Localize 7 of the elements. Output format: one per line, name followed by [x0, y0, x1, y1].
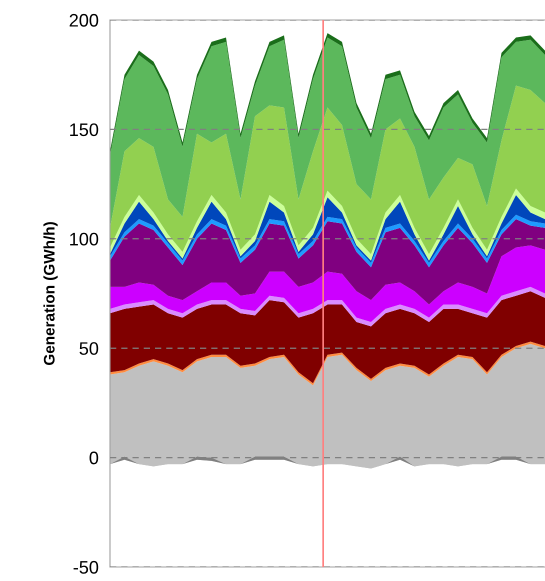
y-tick-label: 150 [70, 123, 98, 136]
y-tick-label: 100 [70, 232, 98, 246]
y-tick-label: 200 [70, 14, 98, 27]
y-axis-title: Generation (GWh/h) [43, 222, 58, 366]
y-tick-label: -50 [74, 560, 98, 574]
y-tick-label: 50 [80, 342, 98, 355]
y-tick-label: 0 [90, 452, 98, 464]
